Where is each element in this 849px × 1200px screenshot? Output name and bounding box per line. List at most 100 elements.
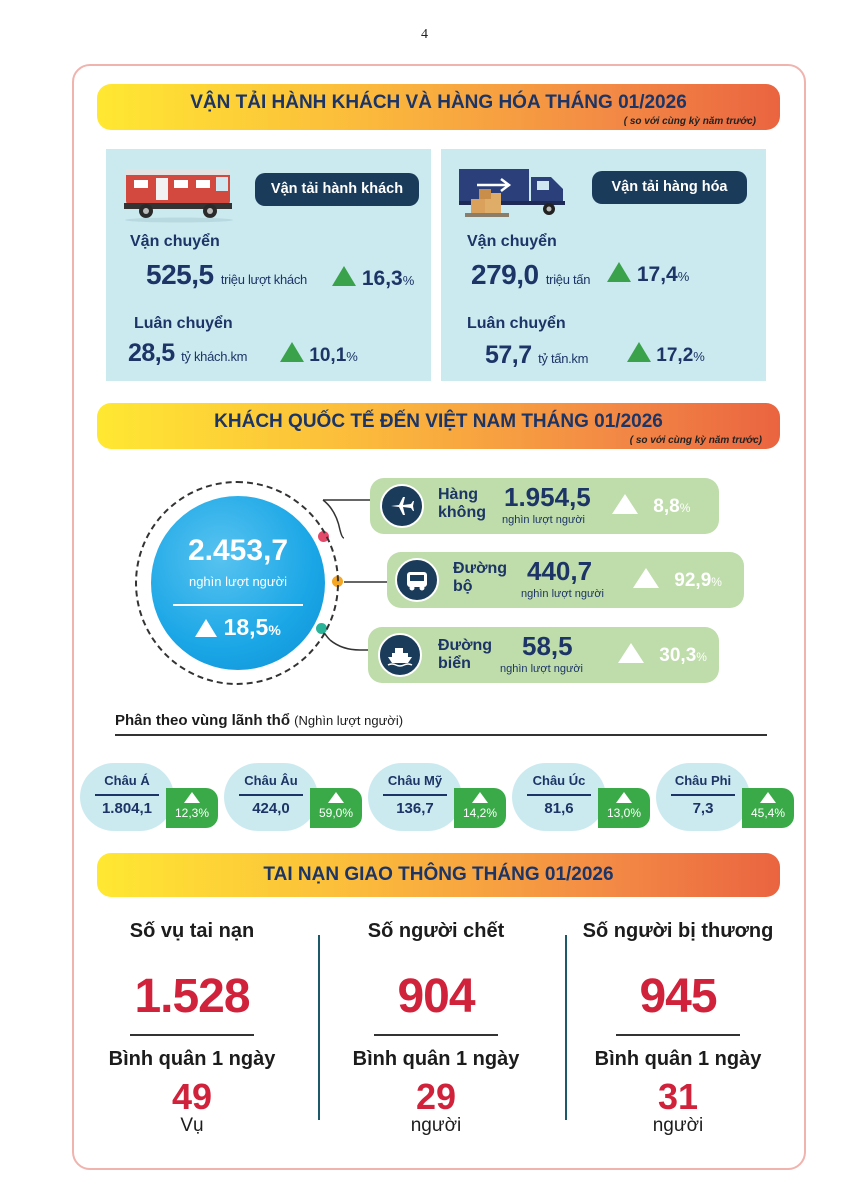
injuries-avg-label: Bình quân 1 ngày — [594, 1047, 762, 1070]
mode-row-air: Hàng không 1.954,5 nghìn lượt người 8,8% — [370, 478, 719, 534]
cargo-carried-change: 17,4% — [607, 262, 689, 287]
region-heading: Phân theo vùng lãnh thổ (Nghìn lượt ngườ… — [115, 712, 404, 729]
injuries-column: Số người bị thương 945 Bình quân 1 ngày … — [568, 920, 788, 1137]
mode-label-air: Hàng không — [438, 486, 486, 521]
mode-value-sea: 58,5 — [522, 631, 573, 661]
cargo-rotation-change: 17,2% — [627, 342, 705, 367]
cargo-header: Vận tải hàng hóa — [592, 171, 747, 204]
cargo-rotation-label: Luân chuyển — [467, 315, 566, 332]
injuries-avg-unit: người — [652, 1114, 704, 1136]
total-visitors-unit: nghìn lượt người — [188, 574, 288, 589]
visitors-banner: KHÁCH QUỐC TẾ ĐẾN VIỆT NAM THÁNG 01/2026… — [97, 403, 780, 449]
increase-arrow-icon — [612, 494, 638, 514]
passenger-carried-unit: triệu lượt khách — [220, 272, 307, 287]
cargo-rotation-value: 57,7 tỷ tấn.km — [485, 341, 589, 369]
increase-arrow-icon — [195, 619, 218, 637]
total-visitors-value: 2.453,7 — [187, 534, 289, 567]
deaths-avg-value: 29 — [415, 1075, 457, 1117]
passenger-panel: Vận tải hành khách Vận chuyển 525,5 triệ… — [106, 149, 431, 381]
region-change-pill: 14,2% — [454, 788, 506, 828]
cargo-truck-icon — [459, 169, 565, 217]
connector-lines — [320, 499, 390, 651]
passenger-carried-value: 525,5 triệu lượt khách — [146, 259, 307, 290]
visitors-title: KHÁCH QUỐC TẾ ĐẾN VIỆT NAM THÁNG 01/2026 — [214, 411, 663, 432]
total-visitors-change: 18,5% — [151, 614, 325, 641]
column-divider — [318, 935, 320, 1120]
mode-value-road: 440,7 — [527, 556, 593, 586]
accidents-count-title: Số vụ tai nạn — [129, 920, 255, 942]
increase-arrow-icon — [328, 792, 344, 803]
column-divider — [565, 935, 567, 1120]
deaths-avg-unit: người — [410, 1114, 462, 1136]
total-visitors-circle: 2.453,7 nghìn lượt người 18,5% — [151, 496, 325, 670]
increase-arrow-icon — [633, 568, 659, 588]
increase-arrow-icon — [616, 792, 632, 803]
passenger-rotation-unit: tỷ khách.km — [181, 349, 248, 364]
deaths-avg-label: Bình quân 1 ngày — [352, 1047, 520, 1070]
accidents-count-column: Số vụ tai nạn 1.528 Bình quân 1 ngày 49 … — [82, 920, 302, 1137]
passenger-header: Vận tải hành khách — [255, 173, 419, 206]
mode-unit-sea: nghìn lượt người — [500, 663, 583, 675]
mode-row-sea: Đường biển 58,5 nghìn lượt người 30,3% — [368, 627, 719, 683]
cargo-rotation-unit: tỷ tấn.km — [538, 351, 589, 366]
passenger-rotation-label: Luân chuyển — [134, 315, 233, 332]
total-visitors-ring — [135, 481, 339, 685]
infographic-frame — [72, 64, 806, 1170]
increase-arrow-icon — [627, 342, 651, 362]
passenger-rotation-change: 10,1% — [280, 342, 358, 367]
injuries-title: Số người bị thương — [582, 920, 774, 942]
region-europe: 59,0% Châu Âu 424,0 — [224, 763, 374, 831]
accidents-count-value: 1.528 — [134, 970, 250, 1023]
mode-change-road: 92,9% — [633, 568, 722, 592]
increase-arrow-icon — [280, 342, 304, 362]
region-america: 14,2% Châu Mỹ 136,7 — [368, 763, 518, 831]
accidents-count-avg-unit: Vụ — [180, 1114, 204, 1136]
region-change-pill: 45,4% — [742, 788, 794, 828]
region-africa: 45,4% Châu Phi 7,3 — [656, 763, 806, 831]
mode-unit-road: nghìn lượt người — [521, 588, 604, 600]
accidents-count-avg-label: Bình quân 1 ngày — [108, 1047, 276, 1070]
region-asia: 12,3% Châu Á 1.804,1 — [80, 763, 230, 831]
mode-unit-air: nghìn lượt người — [502, 514, 585, 526]
increase-arrow-icon — [618, 643, 644, 663]
transport-title: VẬN TẢI HÀNH KHÁCH VÀ HÀNG HÓA THÁNG 01/… — [190, 92, 687, 113]
total-visitors-divider — [173, 604, 303, 606]
mode-row-road: Đường bộ 440,7 nghìn lượt người 92,9% — [387, 552, 744, 608]
increase-arrow-icon — [184, 792, 200, 803]
region-heading-rule — [115, 734, 767, 736]
region-change-pill: 13,0% — [598, 788, 650, 828]
bus-icon — [395, 558, 439, 602]
passenger-carried-label: Vận chuyển — [130, 233, 220, 250]
page-number: 4 — [421, 27, 428, 42]
mode-change-sea: 30,3% — [618, 643, 707, 667]
mode-label-road: Đường bộ — [453, 560, 508, 595]
region-oceania: 13,0% Châu Úc 81,6 — [512, 763, 662, 831]
mode-label-sea: Đường biển — [438, 637, 493, 672]
passenger-rotation-value: 28,5 tỷ khách.km — [128, 339, 248, 367]
increase-arrow-icon — [472, 792, 488, 803]
accidents-banner: TAI NẠN GIAO THÔNG THÁNG 01/2026 — [97, 853, 780, 897]
cargo-carried-value: 279,0 triệu tấn — [471, 259, 591, 290]
increase-arrow-icon — [760, 792, 776, 803]
deaths-column: Số người chết 904 Bình quân 1 ngày 29 ng… — [326, 920, 546, 1137]
region-change-pill: 59,0% — [310, 788, 362, 828]
deaths-title: Số người chết — [367, 920, 505, 942]
injuries-value: 945 — [639, 970, 717, 1023]
cargo-carried-unit: triệu tấn — [545, 272, 591, 287]
mode-value-air: 1.954,5 — [504, 482, 591, 512]
cargo-carried-label: Vận chuyển — [467, 233, 557, 250]
mode-change-air: 8,8% — [612, 494, 690, 518]
airplane-icon — [380, 484, 424, 528]
visitors-subtitle: ( so với cùng kỳ năm trước) — [629, 435, 762, 446]
accidents-title: TAI NẠN GIAO THÔNG THÁNG 01/2026 — [263, 864, 614, 885]
ship-icon — [378, 633, 422, 677]
passenger-carried-change: 16,3% — [332, 266, 414, 291]
transport-banner: VẬN TẢI HÀNH KHÁCH VÀ HÀNG HÓA THÁNG 01/… — [97, 84, 780, 130]
deaths-value: 904 — [397, 970, 475, 1023]
transport-subtitle: ( so với cùng kỳ năm trước) — [623, 116, 756, 127]
increase-arrow-icon — [607, 262, 631, 282]
passenger-bus-icon — [124, 169, 233, 223]
region-change-pill: 12,3% — [166, 788, 218, 828]
cargo-panel: Vận tải hàng hóa Vận chuyển 279,0 triệu … — [441, 149, 766, 381]
accidents-count-avg-value: 49 — [171, 1075, 213, 1117]
